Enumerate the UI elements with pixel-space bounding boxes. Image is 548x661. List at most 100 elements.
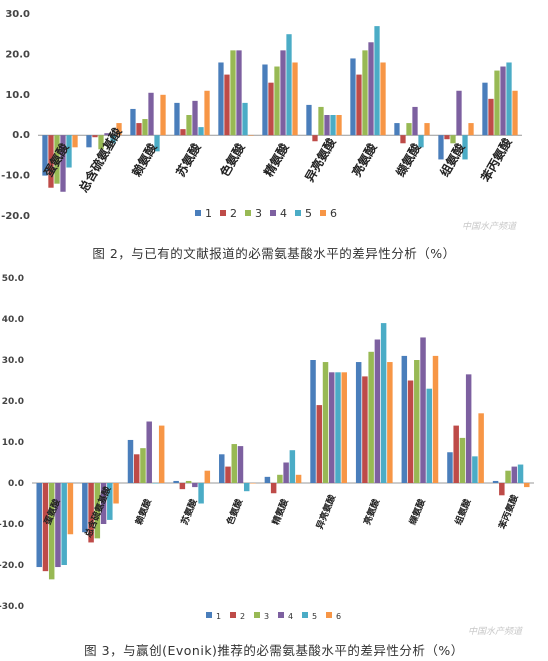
chart0-bar: [400, 135, 406, 144]
chart0-bar: [350, 58, 356, 136]
chart1-bar: [329, 372, 335, 483]
chart1-bar: [387, 362, 393, 483]
chart1-bar: [185, 480, 192, 483]
chart0-bar: [54, 135, 60, 184]
chart0-bar: [380, 62, 386, 136]
chart0-category-label: 精氨酸: [261, 140, 292, 180]
chart1-bar: [380, 323, 387, 483]
chart0-bar: [444, 135, 450, 140]
chart1-bar: [295, 474, 302, 483]
chart0-bar: [456, 90, 462, 136]
chart1-bar: [453, 425, 459, 483]
chart1-bar: [133, 454, 140, 483]
chart0-legend-label: 2: [230, 207, 237, 220]
chart0-bar: [130, 108, 136, 136]
chart0-bar: [494, 70, 500, 136]
chart0-bar: [374, 26, 380, 136]
chart0-bar: [424, 123, 430, 136]
chart0-bar: [60, 135, 66, 192]
chart0-bar: [450, 135, 456, 144]
chart1-legend-label: 3: [264, 612, 269, 621]
chart0-bar: [230, 50, 236, 136]
figure-caption-3: 图 3，与赢创(Evonik)推荐的必需氨基酸水平的差异性分析（%）: [84, 643, 464, 658]
chart0-legend-label: 6: [330, 207, 337, 220]
chart0-bar: [356, 74, 362, 136]
chart1-bar: [48, 483, 55, 580]
chart0-bar: [468, 123, 474, 136]
chart1-bar: [283, 462, 289, 483]
chart0-legend-label: 3: [255, 207, 262, 220]
chart1-bar: [505, 470, 511, 483]
chart1-bar: [478, 413, 484, 483]
chart1-bar: [511, 466, 518, 483]
chart0-bar: [142, 119, 148, 136]
chart1-category-label: 苏氨酸: [178, 496, 200, 526]
chart1-bar: [341, 372, 347, 483]
chart1-category-label: 色氨酸: [224, 496, 246, 526]
chart1-y-tick-label: -20.0: [0, 561, 24, 571]
chart1-legend-swatch: [278, 612, 284, 618]
chart0-bar: [204, 90, 210, 136]
chart0-bar: [312, 135, 318, 142]
chart0-legend-swatch: [245, 210, 251, 216]
chart0-bar: [274, 66, 280, 136]
chart0-bar: [318, 106, 324, 136]
chart0-legend-label: 1: [205, 207, 212, 220]
chart0-legend-swatch: [195, 210, 201, 216]
chart1-legend-label: 6: [336, 612, 341, 621]
chart0-bar: [324, 115, 330, 136]
chart0-bar: [248, 135, 254, 136]
chart1-bar: [140, 448, 146, 483]
chart1-bar: [407, 380, 414, 483]
chart1-bar: [492, 480, 499, 483]
chart0-legend-swatch: [295, 210, 301, 216]
chart0-bar: [198, 127, 204, 136]
chart1-y-tick-label: 40.0: [2, 315, 24, 325]
chart1-bar: [432, 355, 439, 483]
chart1-bar: [158, 425, 165, 483]
chart1-bar: [82, 483, 88, 533]
chart1-bar: [42, 483, 49, 572]
chart0-bar: [72, 135, 78, 148]
chart1-bar: [250, 483, 256, 484]
chart1-legend-swatch: [302, 612, 308, 618]
chart0-bar: [336, 115, 342, 136]
chart1-legend-swatch: [206, 612, 212, 618]
chart1-bar: [368, 351, 374, 483]
chart0-bar: [42, 135, 48, 176]
chart1-bar: [55, 483, 61, 568]
chart0-bar: [330, 115, 336, 136]
chart1-bar: [243, 483, 250, 492]
chart0-category-label: 亮氨酸: [349, 140, 380, 180]
chart0-legend-label: 5: [305, 207, 312, 220]
chart1-bar: [310, 360, 316, 483]
chart0-category-label: 苯丙氨酸: [477, 134, 515, 185]
chart0-bar: [48, 135, 54, 188]
chart0-legend-swatch: [270, 210, 276, 216]
chart1-bar: [277, 474, 283, 483]
chart1-bar: [36, 483, 42, 568]
chart0-bar: [110, 135, 116, 144]
chart0-bar: [286, 34, 292, 136]
chart0-bar: [306, 104, 312, 136]
chart0-bar: [412, 106, 418, 136]
watermark: 中国水产频道: [468, 627, 523, 637]
chart1-bar: [426, 388, 433, 483]
chart0-bar: [180, 129, 186, 136]
chart1-bar: [414, 360, 420, 483]
chart1-bar: [264, 476, 271, 483]
chart1-category-label: 异亮氨酸: [314, 492, 339, 531]
chart1-legend-swatch: [254, 612, 260, 618]
chart1-bar: [401, 355, 408, 483]
chart1-y-tick-label: 0.0: [8, 479, 24, 489]
chart1-bar: [237, 446, 244, 483]
chart1-bar: [179, 483, 186, 490]
chart0-y-tick-label: -20.0: [1, 211, 30, 222]
chart1-legend-label: 5: [312, 612, 317, 621]
chart0-bar: [462, 135, 468, 160]
chart0-category-label: 异亮氨酸: [302, 134, 339, 184]
chart0-category-label: 苏氨酸: [173, 140, 204, 180]
chart1-bar: [204, 470, 211, 483]
chart0-bar: [218, 62, 224, 136]
